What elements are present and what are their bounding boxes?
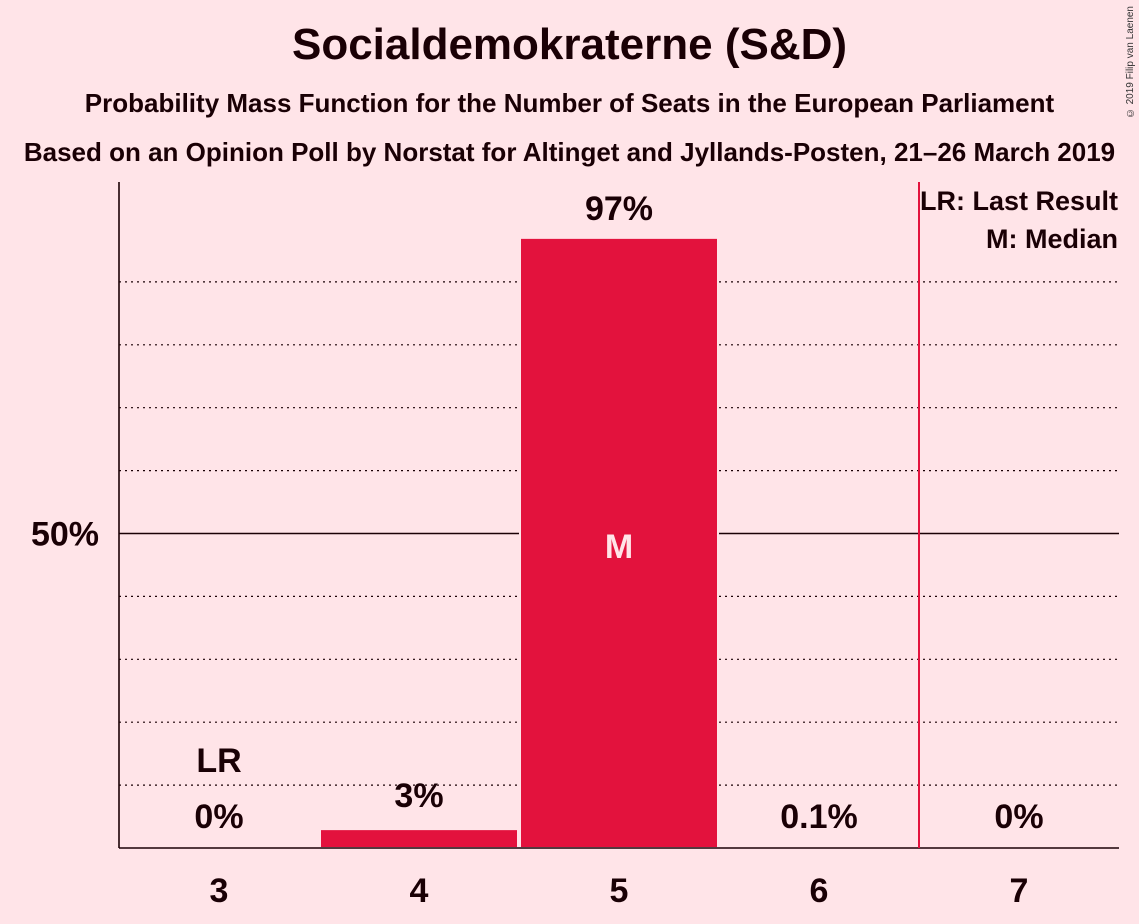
median-marker: M	[605, 528, 633, 566]
value-label-6: 0.1%	[780, 798, 858, 836]
value-label-3: 0%	[194, 798, 243, 836]
chart-title: Socialdemokraterne (S&D)	[291, 20, 848, 69]
x-tick-label-4: 4	[410, 872, 429, 910]
y-tick-label: 50%	[31, 516, 99, 554]
value-label-5: 97%	[585, 190, 653, 228]
value-label-4: 3%	[394, 777, 443, 815]
x-tick-label-3: 3	[210, 872, 229, 910]
x-tick-label-6: 6	[810, 872, 829, 910]
x-tick-label-5: 5	[610, 872, 629, 910]
chart-source: Based on an Opinion Poll by Norstat for …	[23, 137, 1116, 167]
bar-4	[319, 828, 519, 850]
bar-5	[519, 236, 719, 849]
last-result-marker: LR	[196, 742, 241, 780]
legend-entry-1: LR: Last Result	[920, 186, 1118, 216]
chart-subtitle: Probability Mass Function for the Number…	[84, 88, 1055, 118]
legend-entry-2: M: Median	[986, 224, 1118, 254]
value-label-7: 0%	[994, 798, 1043, 836]
x-tick-label-7: 7	[1010, 872, 1029, 910]
